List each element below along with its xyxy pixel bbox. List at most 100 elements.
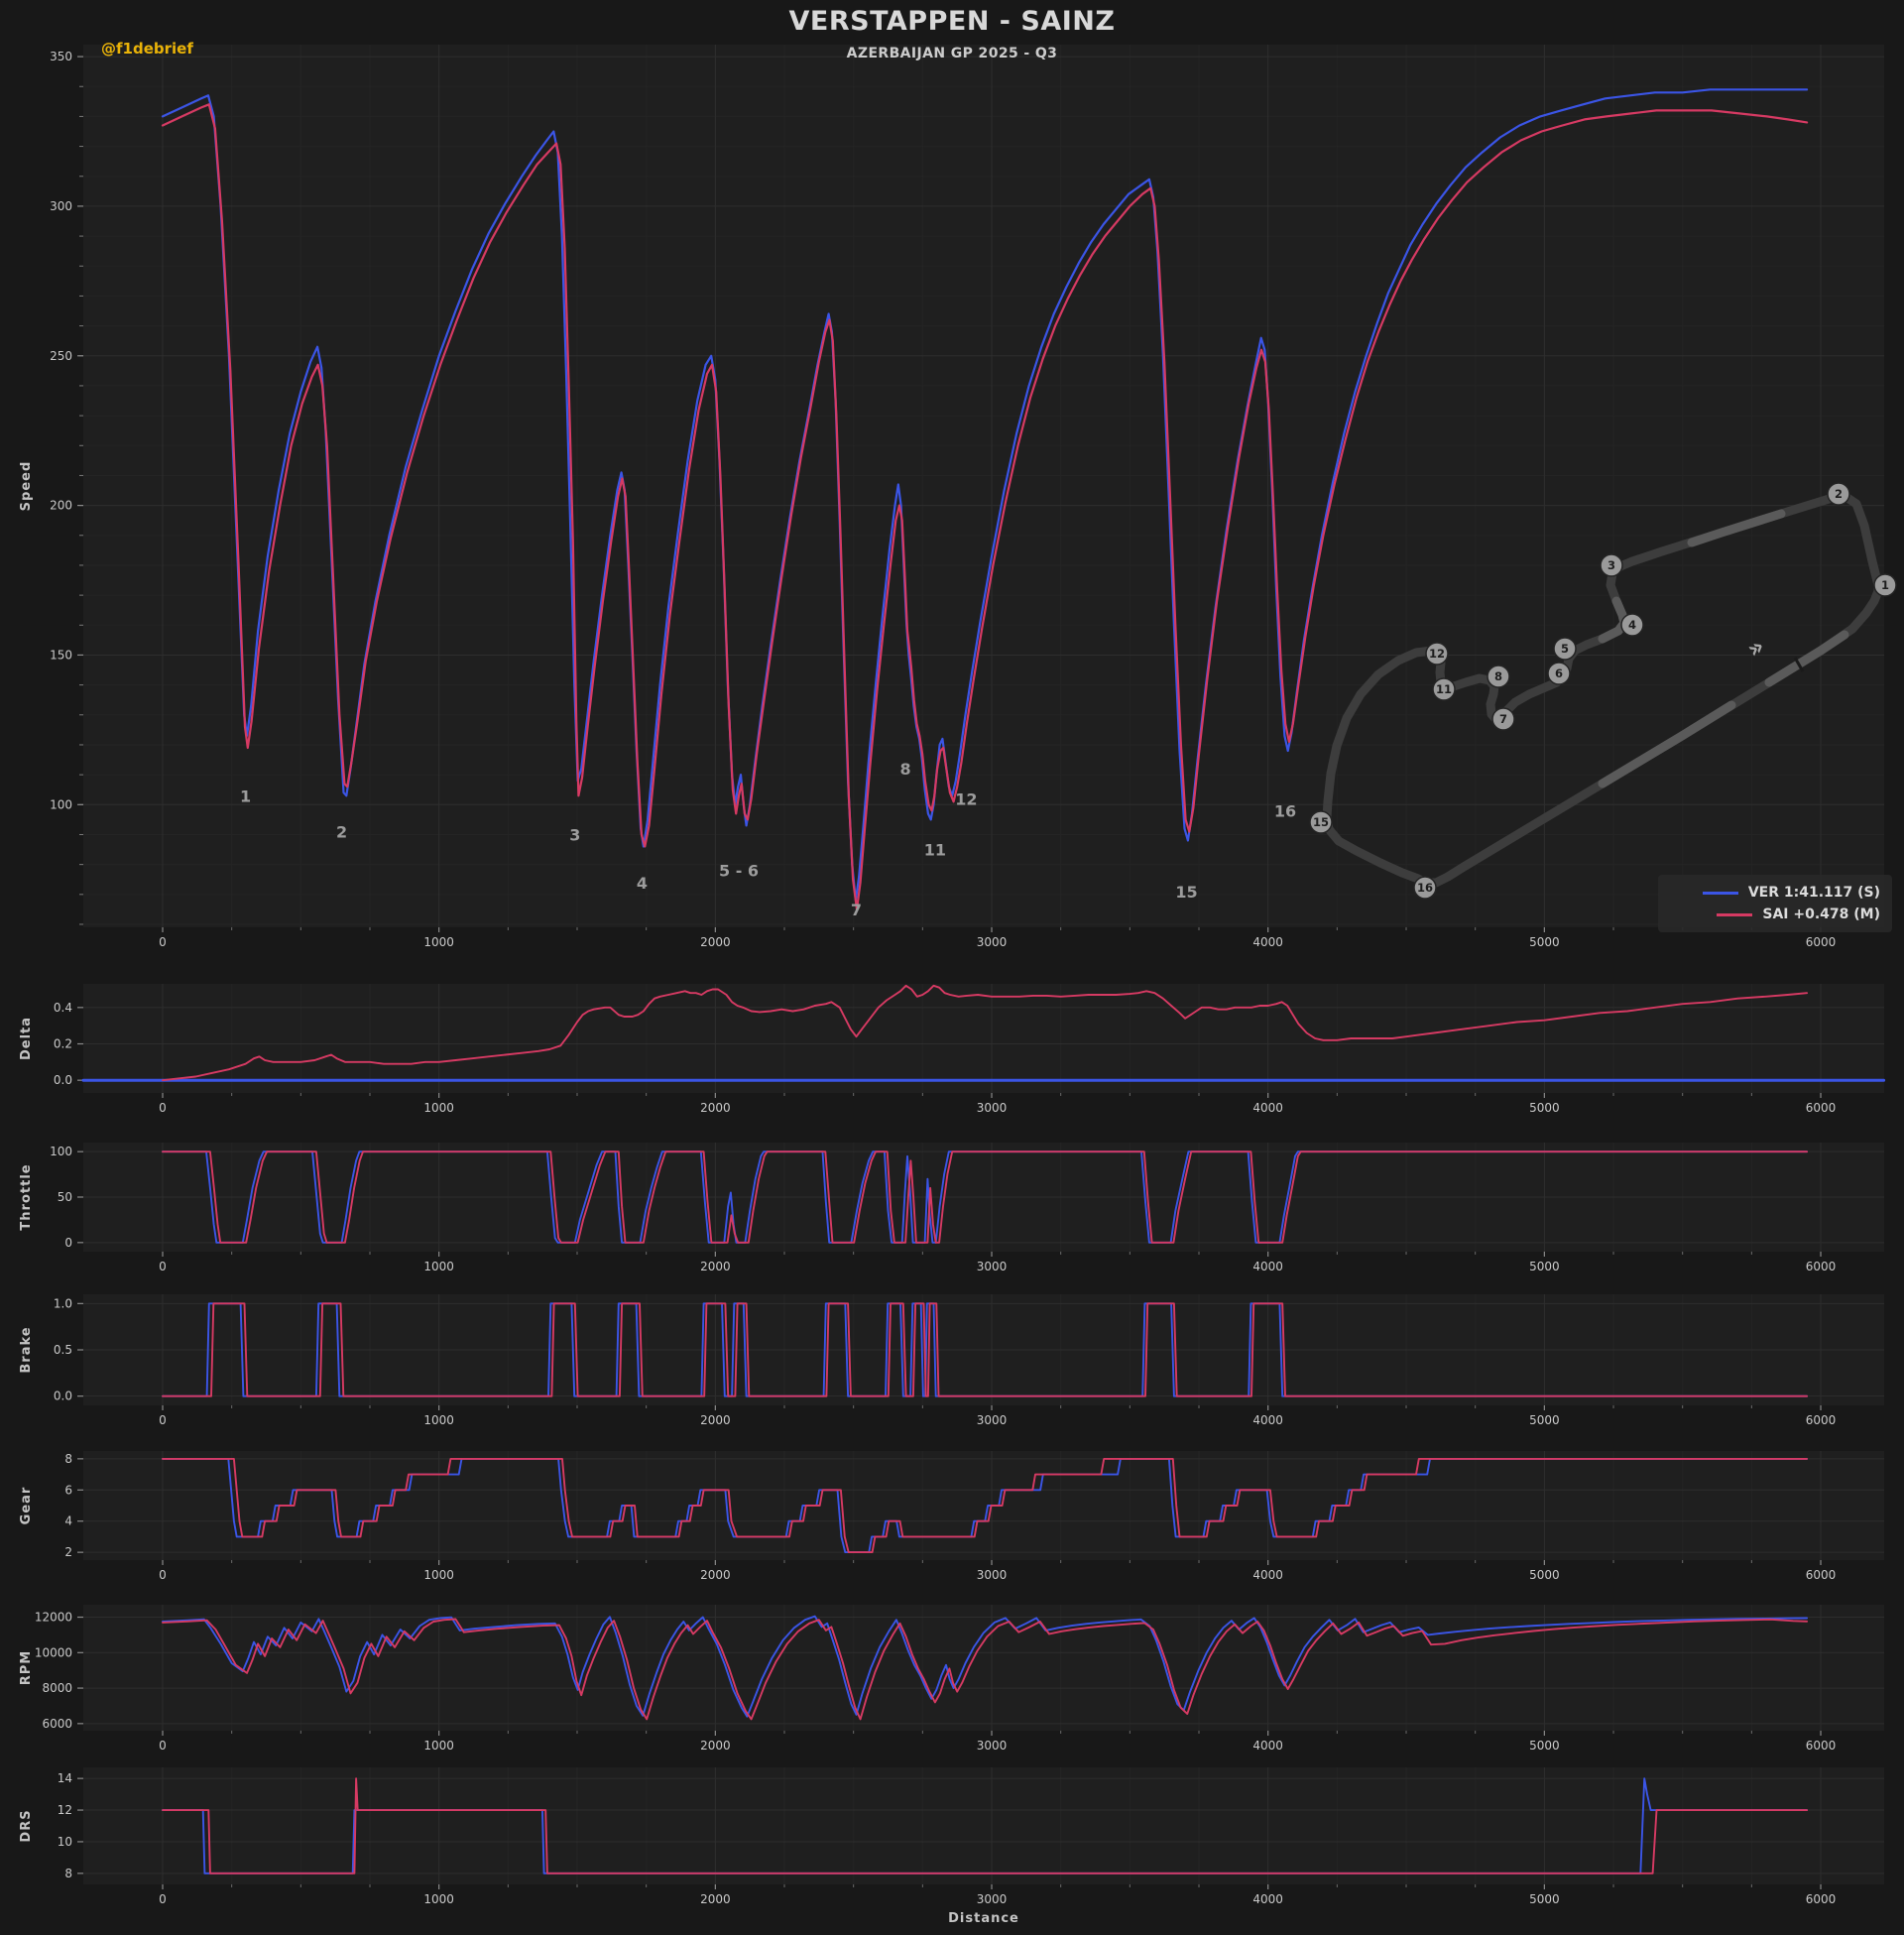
x-tick-label: 0 xyxy=(159,1739,167,1753)
y-tick-label: 10000 xyxy=(35,1645,72,1659)
corner-marker-12: 12 xyxy=(1425,642,1449,665)
x-tick-label: 0 xyxy=(159,935,167,949)
svg-text:3: 3 xyxy=(1607,558,1615,572)
axis-label-brake: Brake xyxy=(19,1326,34,1373)
x-tick-label: 6000 xyxy=(1806,1739,1837,1753)
x-tick-label: 4000 xyxy=(1252,1739,1283,1753)
x-tick-label: 0 xyxy=(159,1101,167,1115)
x-tick-label: 0 xyxy=(159,1568,167,1582)
legend-label-sai: SAI +0.478 (M) xyxy=(1762,907,1880,922)
axis-label-gear: Gear xyxy=(19,1487,34,1525)
legend: VER 1:41.117 (S) SAI +0.478 (M) xyxy=(1658,875,1892,932)
svg-text:5: 5 xyxy=(1561,642,1569,656)
corner-marker-6: 6 xyxy=(1547,662,1571,685)
y-tick-label: 2 xyxy=(64,1545,72,1559)
series-sai-delta xyxy=(162,984,1809,1082)
y-tick-label: 10 xyxy=(58,1835,72,1849)
axis-label-drs: DRS xyxy=(19,1809,34,1842)
y-tick-label: 6 xyxy=(64,1483,72,1497)
y-tick-label: 8 xyxy=(64,1452,72,1466)
x-tick-label: 2000 xyxy=(700,1101,731,1115)
svg-text:4: 4 xyxy=(1628,618,1636,632)
track-sector-segment xyxy=(1598,700,1736,788)
y-tick-label: 12 xyxy=(58,1803,72,1817)
svg-text:15: 15 xyxy=(1313,815,1329,829)
y-tick-label: 150 xyxy=(50,648,72,662)
panel-drs: 0 1000 2000 3000 4000 5000 6000 8 10 12 14 DRS xyxy=(19,1767,1884,1906)
x-tick-label: 4000 xyxy=(1252,1568,1283,1582)
x-tick-label: 3000 xyxy=(977,1892,1008,1906)
x-tick-label: 1000 xyxy=(423,1260,454,1273)
x-tick-label: 3000 xyxy=(977,1739,1008,1753)
x-tick-label: 0 xyxy=(159,1260,167,1273)
svg-text:12: 12 xyxy=(1429,647,1445,661)
corner-label-11: 11 xyxy=(924,841,946,860)
corner-marker-7: 7 xyxy=(1491,707,1515,731)
x-tick-label: 6000 xyxy=(1806,1260,1837,1273)
panel-throttle: 0 1000 2000 3000 4000 5000 6000 0 50 100 Throttle xyxy=(19,1143,1884,1273)
svg-text:7: 7 xyxy=(1499,712,1507,726)
corner-marker-15: 15 xyxy=(1309,810,1333,834)
y-tick-label: 350 xyxy=(50,50,72,63)
legend-entry-ver: VER 1:41.117 (S) xyxy=(1668,882,1880,904)
axis-label-delta: Delta xyxy=(19,1017,34,1060)
x-tick-label: 4000 xyxy=(1252,1413,1283,1427)
x-tick-label: 5000 xyxy=(1529,1101,1560,1115)
x-tick-label: 3000 xyxy=(977,1568,1008,1582)
svg-text:1: 1 xyxy=(1881,578,1889,592)
svg-text:8: 8 xyxy=(1494,669,1502,683)
axis-label-speed: Speed xyxy=(19,461,34,512)
x-tick-label: 2000 xyxy=(700,1568,731,1582)
y-tick-label: 300 xyxy=(50,199,72,213)
y-tick-label: 0.2 xyxy=(54,1037,72,1051)
x-tick-label: 6000 xyxy=(1806,1568,1837,1582)
page-subtitle: AZERBAIJAN GP 2025 - Q3 xyxy=(846,46,1058,61)
corner-label-8: 8 xyxy=(899,760,910,779)
y-tick-label: 12000 xyxy=(35,1611,72,1625)
y-tick-label: 6000 xyxy=(42,1717,72,1731)
ver-line-swatch xyxy=(1702,891,1738,895)
x-tick-label: 2000 xyxy=(700,1739,731,1753)
track-outline xyxy=(1322,491,1883,888)
corner-marker-5: 5 xyxy=(1553,637,1577,661)
x-tick-label: 1000 xyxy=(423,1892,454,1906)
x-tick-label: 1000 xyxy=(423,935,454,949)
x-tick-label: 3000 xyxy=(977,1101,1008,1115)
panel-speed: 0 1000 2000 3000 4000 5000 6000 100 150 200 250 300… xyxy=(19,45,1884,949)
x-tick-label: 2000 xyxy=(700,935,731,949)
x-tick-label: 3000 xyxy=(977,935,1008,949)
x-tick-label: 3000 xyxy=(977,1260,1008,1273)
x-tick-label: 3000 xyxy=(977,1413,1008,1427)
y-tick-label: 8 xyxy=(64,1867,72,1880)
x-axis-title: Distance xyxy=(948,1911,1019,1926)
x-tick-label: 5000 xyxy=(1529,1892,1560,1906)
x-tick-label: 4000 xyxy=(1252,935,1283,949)
series-ver-speed xyxy=(161,88,1809,902)
y-tick-label: 0.5 xyxy=(54,1343,72,1357)
watermark: @f1debrief xyxy=(101,40,193,58)
x-tick-label: 0 xyxy=(159,1892,167,1906)
corner-label-2: 2 xyxy=(336,822,347,841)
y-tick-label: 100 xyxy=(50,1145,72,1158)
series-sai-brake xyxy=(162,1302,1809,1397)
panel-rpm: 0 1000 2000 3000 4000 5000 6000 6000 8000 10000 12… xyxy=(19,1605,1884,1753)
corner-marker-11: 11 xyxy=(1432,677,1456,701)
x-tick-label: 6000 xyxy=(1806,935,1837,949)
svg-text:16: 16 xyxy=(1417,881,1433,895)
x-tick-label: 0 xyxy=(159,1413,167,1427)
y-tick-label: 0.0 xyxy=(54,1073,72,1087)
page-title: VERSTAPPEN - SAINZ xyxy=(788,6,1116,37)
y-tick-label: 0.0 xyxy=(54,1390,72,1403)
x-tick-label: 2000 xyxy=(700,1413,731,1427)
x-tick-label: 4000 xyxy=(1252,1892,1283,1906)
x-tick-label: 1000 xyxy=(423,1413,454,1427)
x-tick-label: 5000 xyxy=(1529,1413,1560,1427)
y-tick-label: 0 xyxy=(64,1236,72,1250)
x-tick-label: 2000 xyxy=(700,1892,731,1906)
corner-marker-1: 1 xyxy=(1873,573,1897,597)
y-tick-label: 8000 xyxy=(42,1681,72,1695)
y-tick-label: 50 xyxy=(58,1190,72,1204)
series-sai-speed xyxy=(161,103,1809,911)
x-tick-label: 5000 xyxy=(1529,1739,1560,1753)
